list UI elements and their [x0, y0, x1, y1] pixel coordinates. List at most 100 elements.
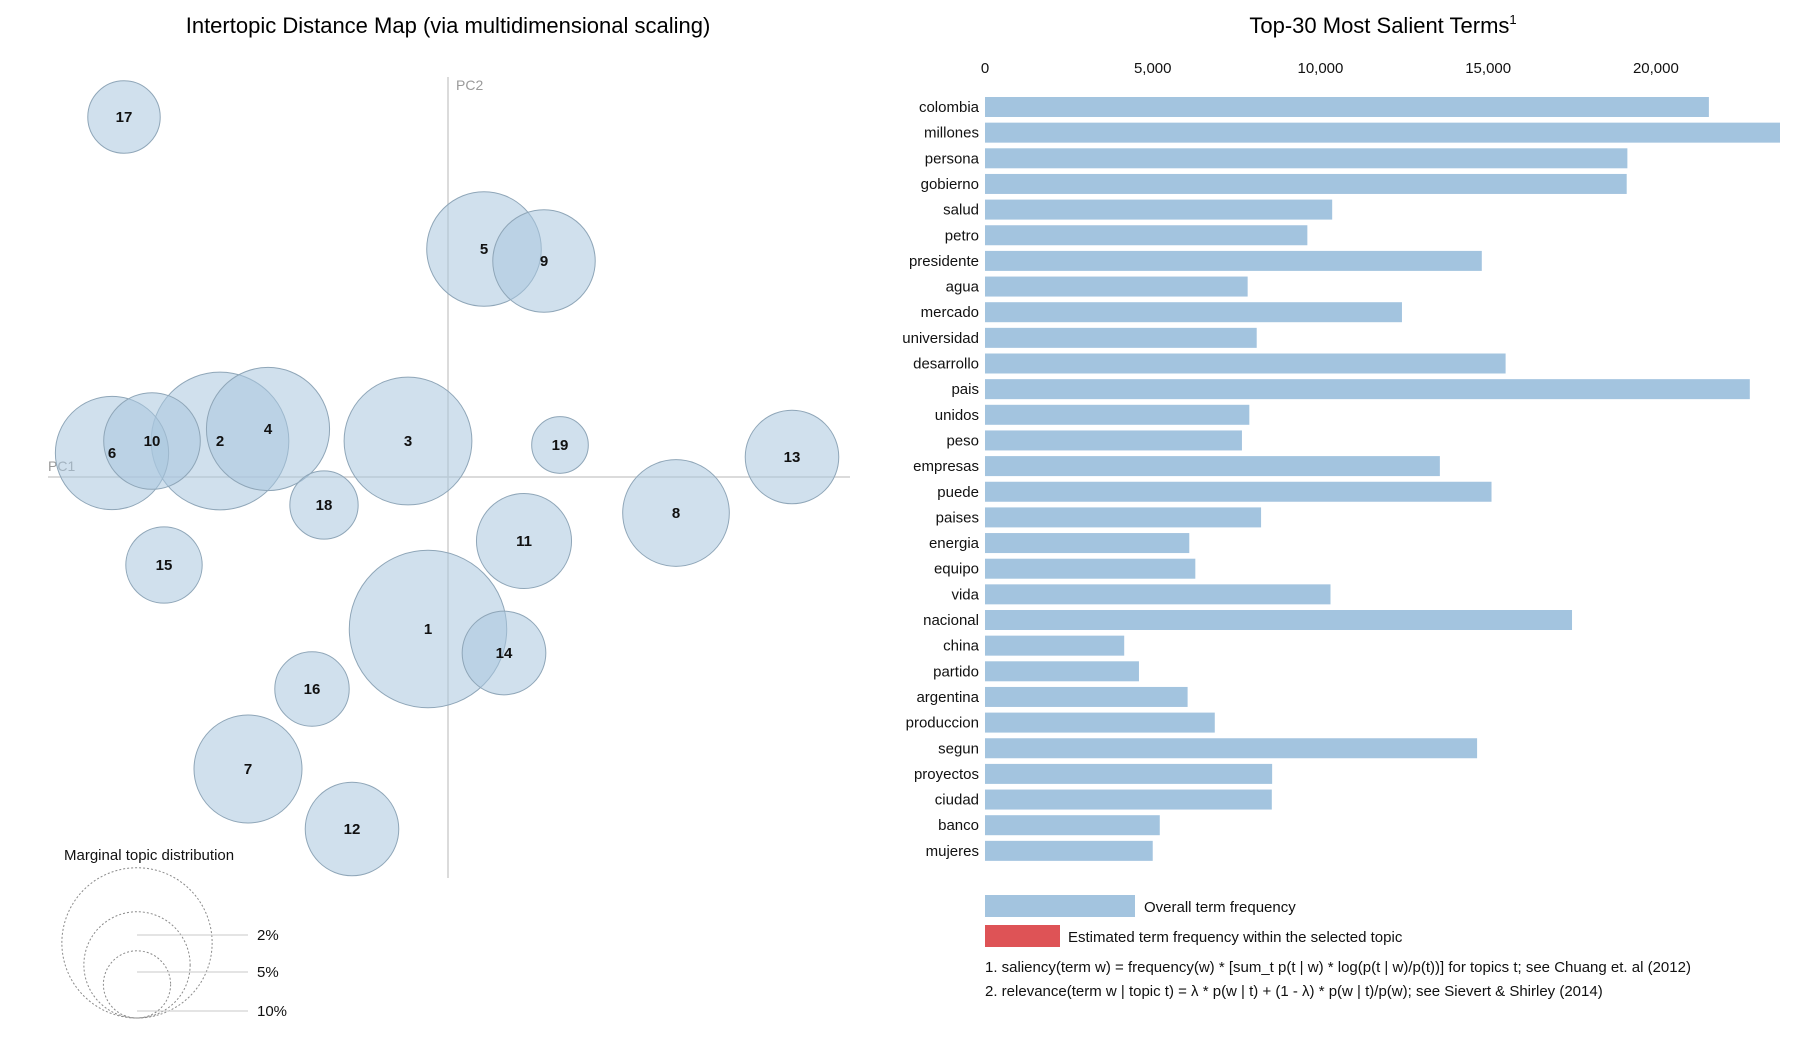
term-bar-proyectos[interactable] [985, 763, 1273, 784]
topic-label-12: 12 [344, 821, 361, 838]
topic-label-13: 13 [784, 449, 801, 466]
term-bar-millones[interactable] [985, 122, 1780, 143]
topic-label-9: 9 [540, 253, 548, 270]
topic-label-14: 14 [496, 645, 513, 662]
x-tick-label: 15,000 [1465, 60, 1511, 77]
topic-label-1: 1 [424, 621, 432, 638]
term-label-presidente: presidente [909, 253, 979, 270]
topic-label-15: 15 [156, 557, 173, 574]
term-label-unidos: unidos [935, 407, 979, 424]
term-bar-equipo[interactable] [985, 558, 1196, 579]
term-bar-presidente[interactable] [985, 250, 1482, 271]
topic-label-19: 19 [552, 437, 569, 454]
term-bar-energia[interactable] [985, 533, 1190, 554]
term-bar-nacional[interactable] [985, 610, 1573, 630]
term-bar-petro[interactable] [985, 225, 1308, 246]
topic-bubble-11[interactable] [475, 492, 573, 590]
term-bar-argentina[interactable] [985, 686, 1188, 707]
term-label-vida: vida [951, 586, 979, 603]
term-bar-universidad[interactable] [985, 327, 1257, 348]
term-bar-empresas[interactable] [985, 456, 1440, 477]
term-bar-banco[interactable] [985, 815, 1160, 836]
right-chart-title: Top-30 Most Salient Terms1 [1249, 12, 1516, 38]
term-bar-persona[interactable] [985, 148, 1628, 169]
term-label-banco: banco [938, 817, 979, 834]
size-legend-title: Marginal topic distribution [64, 847, 234, 864]
term-label-proyectos: proyectos [914, 766, 979, 783]
term-bar-vida[interactable] [985, 584, 1331, 605]
term-bar-desarrollo[interactable] [985, 353, 1506, 374]
topic-bubble-13[interactable] [744, 409, 840, 505]
term-label-equipo: equipo [934, 561, 979, 578]
term-bar-segun[interactable] [985, 738, 1478, 759]
topic-bubble-19[interactable] [531, 416, 589, 474]
bar-legend: Overall term frequency Estimated term fr… [985, 895, 1403, 947]
term-bar-gobierno[interactable] [985, 173, 1627, 194]
legend-swatch-overall [985, 895, 1135, 917]
topic-bubble-3[interactable] [343, 376, 473, 506]
topic-label-18: 18 [316, 497, 333, 514]
topic-label-11: 11 [516, 533, 532, 550]
topic-label-8: 8 [672, 505, 680, 522]
term-bar-partido[interactable] [985, 661, 1139, 682]
topic-bubble-8[interactable] [622, 459, 730, 567]
term-bar-unidos[interactable] [985, 404, 1250, 425]
marginal-topic-distribution-legend: Marginal topic distribution 2% 5% 10% [61, 847, 287, 1020]
term-label-nacional: nacional [923, 612, 979, 629]
term-label-colombia: colombia [919, 99, 980, 116]
term-label-petro: petro [945, 227, 979, 244]
topic-bubble-18[interactable] [289, 470, 359, 540]
term-bar-mercado[interactable] [985, 302, 1402, 323]
legend-label-selected-topic: Estimated term frequency within the sele… [1068, 929, 1403, 946]
topic-label-10: 10 [144, 433, 161, 450]
topic-label-6: 6 [108, 445, 116, 462]
size-legend-circle-2pct [102, 950, 172, 1019]
topic-bubble-10[interactable] [103, 392, 201, 490]
term-bar-mujeres[interactable] [985, 840, 1153, 861]
x-tick-label: 0 [981, 60, 989, 77]
term-bar-colombia[interactable] [985, 97, 1709, 117]
topic-bubble-9[interactable] [492, 209, 596, 313]
size-legend-label-2pct: 2% [257, 927, 279, 944]
term-label-paises: paises [936, 509, 979, 526]
salient-terms-bar-chart: 0 5,000 10,000 15,000 20,000 colombia millones… [902, 60, 1780, 861]
term-bar-china[interactable] [985, 635, 1125, 656]
topic-bubble-15[interactable] [125, 526, 203, 604]
x-tick-label: 5,000 [1134, 60, 1172, 77]
term-bar-ciudad[interactable] [985, 789, 1272, 810]
topic-bubble-4[interactable] [205, 366, 331, 492]
term-label-argentina: argentina [916, 689, 979, 706]
term-bar-salud[interactable] [985, 199, 1333, 220]
topic-label-17: 17 [116, 109, 133, 126]
topic-label-5: 5 [480, 241, 488, 258]
term-bar-puede[interactable] [985, 481, 1492, 502]
footnote-relevance: 2. relevance(term w | topic t) = λ * p(w… [985, 983, 1603, 1000]
size-legend-circle-10pct [61, 867, 213, 1019]
topic-label-16: 16 [304, 681, 321, 698]
term-label-gobierno: gobierno [921, 176, 979, 193]
term-label-ciudad: ciudad [935, 792, 979, 809]
topic-bubble-14[interactable] [461, 610, 547, 696]
x-tick-label: 20,000 [1633, 60, 1679, 77]
term-label-mujeres: mujeres [926, 843, 979, 860]
topic-bubble-7[interactable] [193, 714, 303, 824]
legend-label-overall: Overall term frequency [1144, 899, 1296, 916]
term-bar-agua[interactable] [985, 276, 1248, 297]
term-bar-produccion[interactable] [985, 712, 1215, 733]
pc2-axis-label: PC2 [456, 77, 483, 93]
x-tick-label: 10,000 [1297, 60, 1343, 77]
term-label-puede: puede [937, 484, 979, 501]
term-label-china: china [943, 638, 980, 655]
term-bar-peso[interactable] [985, 430, 1242, 451]
term-bar-pais[interactable] [985, 379, 1750, 400]
term-bar-paises[interactable] [985, 507, 1262, 528]
topic-bubble-12[interactable] [304, 781, 400, 877]
topic-bubble-16[interactable] [274, 651, 350, 727]
left-chart-title: Intertopic Distance Map (via multidimens… [186, 13, 711, 38]
size-legend-label-5pct: 5% [257, 964, 279, 981]
term-label-persona: persona [925, 150, 980, 167]
topic-bubble-17[interactable] [87, 80, 161, 154]
legend-swatch-selected-topic [985, 925, 1060, 947]
term-label-empresas: empresas [913, 458, 979, 475]
